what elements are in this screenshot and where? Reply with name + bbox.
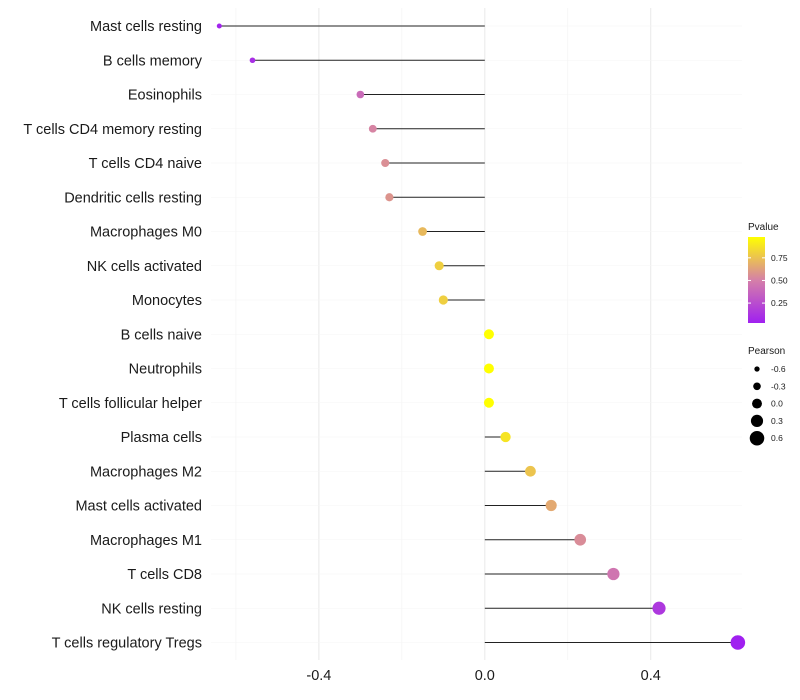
category-label: Neutrophils [129, 362, 202, 378]
grid-lines [211, 8, 742, 660]
lollipop-point [356, 90, 365, 99]
x-tick-label: -0.4 [306, 668, 331, 684]
pearson-legend-title: Pearson [748, 346, 785, 357]
category-label: T cells CD4 memory resting [23, 122, 202, 138]
lollipop-point [381, 158, 390, 168]
lollipop-point [730, 635, 746, 650]
category-label: Macrophages M2 [90, 464, 202, 480]
category-label: Mast cells resting [90, 19, 202, 35]
colorbar-label: 0.50 [771, 275, 788, 285]
lollipop-point [545, 499, 557, 512]
category-label: Dendritic cells resting [64, 190, 202, 206]
lollipop-point [418, 227, 427, 236]
category-label: Mast cells activated [75, 499, 202, 515]
pvalue-colorbar [748, 237, 765, 323]
lollipop-point [500, 431, 511, 443]
category-label: T cells follicular helper [59, 396, 202, 412]
size-legend-label: 0.0 [771, 399, 783, 409]
size-legend-label: 0.6 [771, 433, 783, 443]
lollipop-point [574, 533, 587, 546]
category-label: B cells naive [121, 327, 202, 343]
category-label: B cells memory [103, 53, 203, 69]
lollipop-point [483, 397, 494, 408]
size-legend-key [753, 382, 761, 391]
size-legend-key [754, 366, 760, 372]
size-legend-label: -0.6 [771, 364, 786, 374]
category-label: T cells regulatory Tregs [52, 636, 202, 652]
lollipop-points [216, 23, 746, 650]
pvalue-legend: Pvalue 0.25 0.50 0.75 [748, 222, 788, 323]
lollipop-point [385, 193, 394, 202]
category-label: NK cells resting [101, 601, 202, 617]
pearson-legend: Pearson -0.6 -0.3 0.0 0.3 0.6 [748, 346, 786, 446]
lollipop-point [216, 23, 222, 29]
lollipop-point [652, 601, 666, 615]
size-legend-key [750, 414, 764, 428]
lollipop-point [249, 57, 256, 64]
category-label: Macrophages M1 [90, 533, 202, 549]
lollipop-point [434, 261, 444, 271]
y-axis-labels: Mast cells resting B cells memory Eosinoph… [23, 19, 202, 652]
category-label: Eosinophils [128, 88, 202, 104]
lollipop-point [607, 567, 620, 581]
lollipop-point [525, 465, 536, 477]
x-tick-label: 0.0 [475, 668, 495, 684]
size-legend-key [749, 430, 765, 446]
category-label: Macrophages M0 [90, 225, 202, 241]
pvalue-legend-title: Pvalue [748, 222, 779, 233]
colorbar-label: 0.25 [771, 298, 788, 308]
category-label: Monocytes [132, 293, 202, 309]
category-label: Plasma cells [121, 430, 202, 446]
lollipop-point [483, 363, 494, 374]
size-legend-label: 0.3 [771, 416, 783, 426]
x-tick-label: 0.4 [641, 668, 661, 684]
category-label: T cells CD8 [127, 567, 202, 583]
lollipop-point [483, 329, 494, 340]
x-axis-ticks: -0.4 0.0 0.4 [306, 668, 660, 684]
size-legend-key [752, 398, 762, 409]
lollipop-point [438, 295, 448, 305]
category-label: T cells CD4 naive [89, 156, 202, 172]
colorbar-label: 0.75 [771, 253, 788, 263]
category-label: NK cells activated [87, 259, 202, 275]
size-legend-label: -0.3 [771, 381, 786, 391]
lollipop-point [368, 124, 377, 133]
